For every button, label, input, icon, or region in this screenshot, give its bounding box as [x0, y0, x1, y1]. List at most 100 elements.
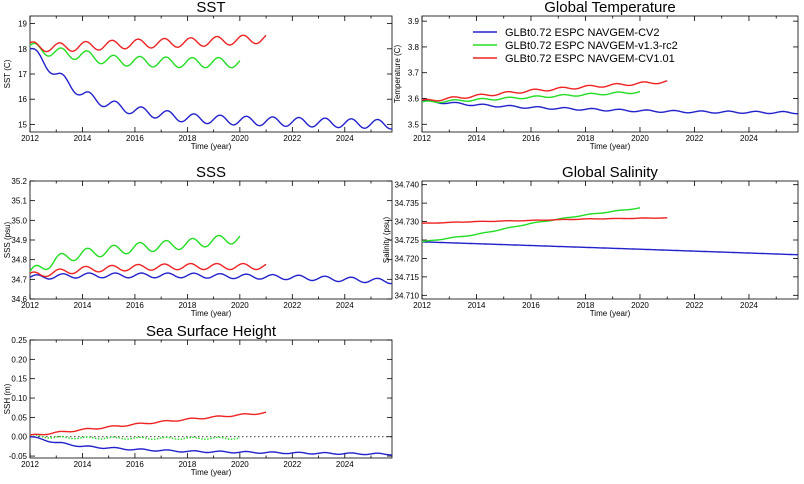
- panel-sss: SSS 2012 2014 2016 2018 2020 2022 2024 34.6 34.7 3…: [3, 164, 393, 318]
- y-tick-label: 0.25: [11, 336, 27, 345]
- series-line: [421, 90, 641, 104]
- y-tick-label: 0.20: [11, 355, 27, 364]
- y-tick-label: 3.7: [408, 69, 420, 78]
- y-tick-label: -0.05: [9, 452, 28, 461]
- y-tick-label: 0.15: [11, 375, 27, 384]
- y-tick-label: 0.00: [11, 433, 27, 442]
- x-tick-label: 2018: [178, 301, 196, 310]
- y-axis-label: SSH (m): [3, 383, 12, 414]
- y-tick-label: 34.725: [395, 236, 420, 245]
- y-tick-label: 15: [18, 120, 27, 129]
- x-tick-label: 2020: [631, 134, 649, 143]
- x-tick-label: 2012: [21, 301, 39, 310]
- y-tick-label: 0.05: [11, 413, 27, 422]
- panel-global-temperature: Global Temperature 2012 2014 2016 2018 2020 20…: [393, 0, 799, 151]
- plot-frame: [421, 180, 799, 300]
- y-axis-label: Salinity (psu): [382, 217, 391, 264]
- y-tick-label: 3.8: [408, 43, 420, 52]
- x-tick-label: 2022: [686, 134, 704, 143]
- x-tick-label: 2018: [178, 134, 196, 143]
- x-tick-label: 2024: [336, 460, 354, 469]
- x-tick-label: 2012: [21, 460, 39, 469]
- y-tick-label: 35.1: [11, 197, 27, 206]
- x-tick-label: 2024: [740, 134, 758, 143]
- x-tick-label: 2014: [468, 134, 486, 143]
- series-line: [421, 80, 668, 102]
- y-tick-label: 34.720: [395, 254, 420, 263]
- x-tick-label: 2016: [126, 460, 144, 469]
- plot-frame: [29, 15, 393, 133]
- panel-title: SST: [196, 0, 225, 16]
- y-tick-label: 19: [18, 20, 27, 29]
- x-tick-label: 2016: [126, 134, 144, 143]
- y-tick-label: 16: [18, 95, 27, 104]
- y-tick-label: 34.7: [11, 275, 27, 284]
- series-line: [421, 241, 799, 256]
- x-tick-label: 2014: [74, 134, 92, 143]
- x-axis-label: Time (year): [590, 309, 631, 318]
- panel-title: SSS: [196, 164, 226, 181]
- series-line: [421, 99, 799, 115]
- x-tick-label: 2016: [126, 301, 144, 310]
- series-line: [29, 411, 267, 436]
- y-tick-label: 35.2: [11, 177, 27, 186]
- series-line: [29, 47, 393, 130]
- series-line: [29, 42, 241, 69]
- y-tick-label: 34.730: [395, 218, 420, 227]
- x-tick-label: 2018: [577, 301, 595, 310]
- y-tick-label: 34.6: [11, 295, 27, 304]
- y-tick-label: 35.0: [11, 216, 27, 225]
- x-tick-label: 2022: [283, 460, 301, 469]
- y-axis-label: SSS (psu): [3, 221, 12, 258]
- x-tick-label: 2024: [740, 301, 758, 310]
- y-tick-label: 3.9: [408, 17, 420, 26]
- x-tick-label: 2020: [231, 134, 249, 143]
- y-tick-label: 34.735: [395, 199, 420, 208]
- x-tick-label: 2024: [336, 301, 354, 310]
- y-tick-label: 0.10: [11, 394, 27, 403]
- y-tick-label: 34.710: [395, 291, 420, 300]
- x-tick-label: 2012: [413, 301, 431, 310]
- series-line: [29, 262, 267, 278]
- x-tick-label: 2022: [686, 301, 704, 310]
- panel-title: Global Temperature: [544, 0, 675, 16]
- x-tick-label: 2014: [74, 301, 92, 310]
- x-tick-label: 2018: [178, 460, 196, 469]
- x-tick-label: 2012: [21, 134, 39, 143]
- panel-title: Sea Surface Height: [146, 323, 277, 340]
- panel-sst: SST 2012 2014 2016 2018 2020 2022 2024 15 16 17 18 1…: [3, 0, 393, 151]
- series-line: [421, 207, 641, 243]
- legend-label: GLBt0.72 ESPC NAVGEM-CV1.01: [505, 53, 675, 65]
- series-line: [29, 434, 241, 440]
- x-axis-label: Time (year): [191, 142, 232, 151]
- x-axis-label: Time (year): [191, 468, 232, 477]
- x-tick-label: 2016: [522, 134, 540, 143]
- x-tick-label: 2020: [231, 301, 249, 310]
- series-line: [421, 217, 668, 224]
- y-tick-label: 17: [18, 70, 27, 79]
- legend-label: GLBt0.72 ESPC NAVGEM-v1.3-rc2: [505, 40, 678, 52]
- x-tick-label: 2012: [413, 134, 431, 143]
- series-line: [29, 34, 267, 53]
- x-tick-label: 2016: [522, 301, 540, 310]
- x-tick-label: 2022: [283, 134, 301, 143]
- y-axis-label: SST (C): [3, 59, 12, 88]
- x-tick-label: 2018: [577, 134, 595, 143]
- panel-global-salinity: Global Salinity 2012 2014 2016 2018 2020 2022 2…: [382, 164, 799, 318]
- y-tick-label: 34.9: [11, 236, 27, 245]
- x-tick-label: 2014: [468, 301, 486, 310]
- x-tick-label: 2024: [336, 134, 354, 143]
- panel-title: Global Salinity: [562, 164, 658, 181]
- plot-frame: [421, 15, 799, 133]
- x-tick-label: 2014: [74, 460, 92, 469]
- y-tick-label: 34.715: [395, 273, 420, 282]
- series-line: [29, 234, 241, 272]
- y-tick-label: 34.8: [11, 256, 27, 265]
- y-tick-label: 3.5: [408, 120, 420, 129]
- series-line: [29, 436, 393, 456]
- y-axis-label: Temperature (C): [393, 45, 402, 104]
- plot-frame: [29, 339, 393, 459]
- y-tick-label: 34.740: [395, 181, 420, 190]
- series-line: [29, 272, 393, 285]
